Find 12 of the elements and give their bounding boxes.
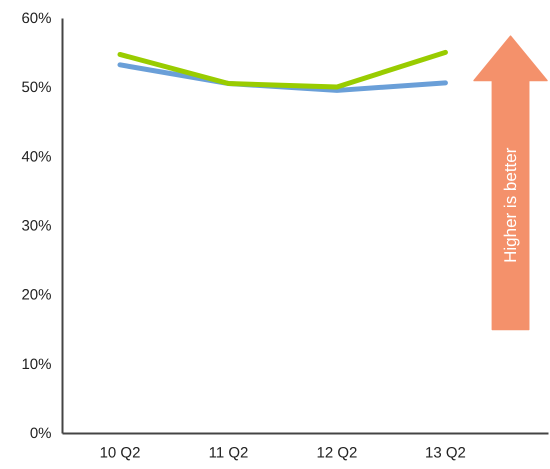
y-tick-label: 40%: [21, 148, 52, 166]
y-tick-label: 50%: [21, 79, 52, 96]
x-tick-label: 10 Q2: [100, 444, 140, 462]
x-tick-label: 11 Q2: [208, 444, 248, 462]
y-tick-label: 30%: [21, 218, 52, 234]
y-tick-label: 10%: [21, 356, 52, 373]
annotation: Higher is better: [501, 147, 520, 263]
y-tick-label: 60%: [21, 10, 52, 27]
y-tick-label: 20%: [21, 286, 52, 304]
x-tick-label: 12 Q2: [316, 444, 358, 462]
x-tick-label: 13 Q2: [425, 444, 466, 462]
y-tick-label: 0%: [30, 425, 52, 442]
